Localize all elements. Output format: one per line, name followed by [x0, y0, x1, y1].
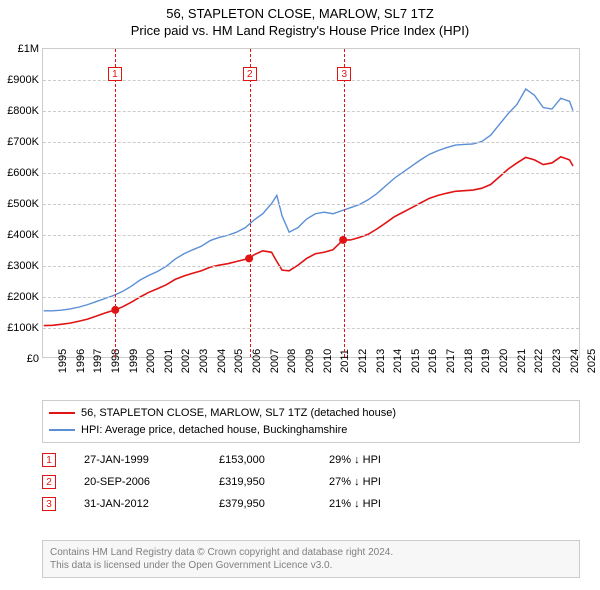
sale-badge: 3 [42, 497, 56, 511]
y-axis-tick-label: £900K [7, 74, 39, 86]
y-axis-tick-label: £700K [7, 136, 39, 148]
event-point-marker [339, 236, 347, 244]
legend-swatch [49, 412, 75, 414]
chart-svg [43, 49, 579, 357]
legend-label: 56, STAPLETON CLOSE, MARLOW, SL7 1TZ (de… [81, 405, 396, 422]
chart-container: 56, STAPLETON CLOSE, MARLOW, SL7 1TZ Pri… [0, 0, 600, 590]
event-badge: 3 [337, 67, 351, 81]
legend-swatch [49, 429, 75, 431]
x-axis-tick-label: 2025 [572, 349, 598, 373]
sale-row: 2 20-SEP-2006£319,95027% ↓ HPI [42, 471, 580, 493]
footer-line-2: This data is licensed under the Open Gov… [50, 559, 572, 572]
y-axis-tick-label: £800K [7, 105, 39, 117]
gridline-horizontal [43, 142, 579, 143]
footer-attribution: Contains HM Land Registry data © Crown c… [42, 540, 580, 578]
y-axis-tick-label: £500K [7, 198, 39, 210]
legend-row: 56, STAPLETON CLOSE, MARLOW, SL7 1TZ (de… [49, 405, 573, 422]
legend-row: HPI: Average price, detached house, Buck… [49, 422, 573, 439]
sale-badge: 2 [42, 475, 56, 489]
sale-date: 31-JAN-2012 [84, 498, 219, 510]
event-marker-line [250, 49, 251, 357]
legend-label: HPI: Average price, detached house, Buck… [81, 422, 347, 439]
footer-line-1: Contains HM Land Registry data © Crown c… [50, 546, 572, 559]
gridline-horizontal [43, 328, 579, 329]
y-axis-tick-label: £1M [18, 43, 39, 55]
title-block: 56, STAPLETON CLOSE, MARLOW, SL7 1TZ Pri… [0, 0, 600, 40]
event-badge: 2 [243, 67, 257, 81]
title-subtitle: Price paid vs. HM Land Registry's House … [0, 23, 600, 40]
sale-price: £379,950 [219, 498, 329, 510]
series-line-property [44, 157, 573, 326]
gridline-horizontal [43, 80, 579, 81]
title-address: 56, STAPLETON CLOSE, MARLOW, SL7 1TZ [0, 6, 600, 23]
gridline-horizontal [43, 204, 579, 205]
sale-row: 1 27-JAN-1999£153,00029% ↓ HPI [42, 449, 580, 471]
sale-row: 3 31-JAN-2012£379,95021% ↓ HPI [42, 493, 580, 515]
sale-badge: 1 [42, 453, 56, 467]
sale-diff-vs-hpi: 27% ↓ HPI [329, 476, 449, 488]
sale-diff-vs-hpi: 21% ↓ HPI [329, 498, 449, 510]
gridline-horizontal [43, 266, 579, 267]
sale-diff-vs-hpi: 29% ↓ HPI [329, 454, 449, 466]
sale-price: £319,950 [219, 476, 329, 488]
legend-box: 56, STAPLETON CLOSE, MARLOW, SL7 1TZ (de… [42, 400, 580, 443]
y-axis-tick-label: £200K [7, 291, 39, 303]
event-marker-line [344, 49, 345, 357]
series-line-hpi [44, 89, 573, 311]
gridline-horizontal [43, 111, 579, 112]
sale-date: 20-SEP-2006 [84, 476, 219, 488]
event-marker-line [115, 49, 116, 357]
y-axis-tick-label: £0 [27, 353, 39, 365]
gridline-horizontal [43, 235, 579, 236]
chart-plot-area: £0£100K£200K£300K£400K£500K£600K£700K£80… [42, 48, 580, 358]
sale-price: £153,000 [219, 454, 329, 466]
sales-table: 1 27-JAN-1999£153,00029% ↓ HPI 2 20-SEP-200… [42, 449, 580, 515]
event-badge: 1 [108, 67, 122, 81]
sale-date: 27-JAN-1999 [84, 454, 219, 466]
y-axis-tick-label: £600K [7, 167, 39, 179]
gridline-horizontal [43, 297, 579, 298]
y-axis-tick-label: £100K [7, 322, 39, 334]
y-axis-tick-label: £400K [7, 229, 39, 241]
gridline-horizontal [43, 173, 579, 174]
y-axis-tick-label: £300K [7, 260, 39, 272]
